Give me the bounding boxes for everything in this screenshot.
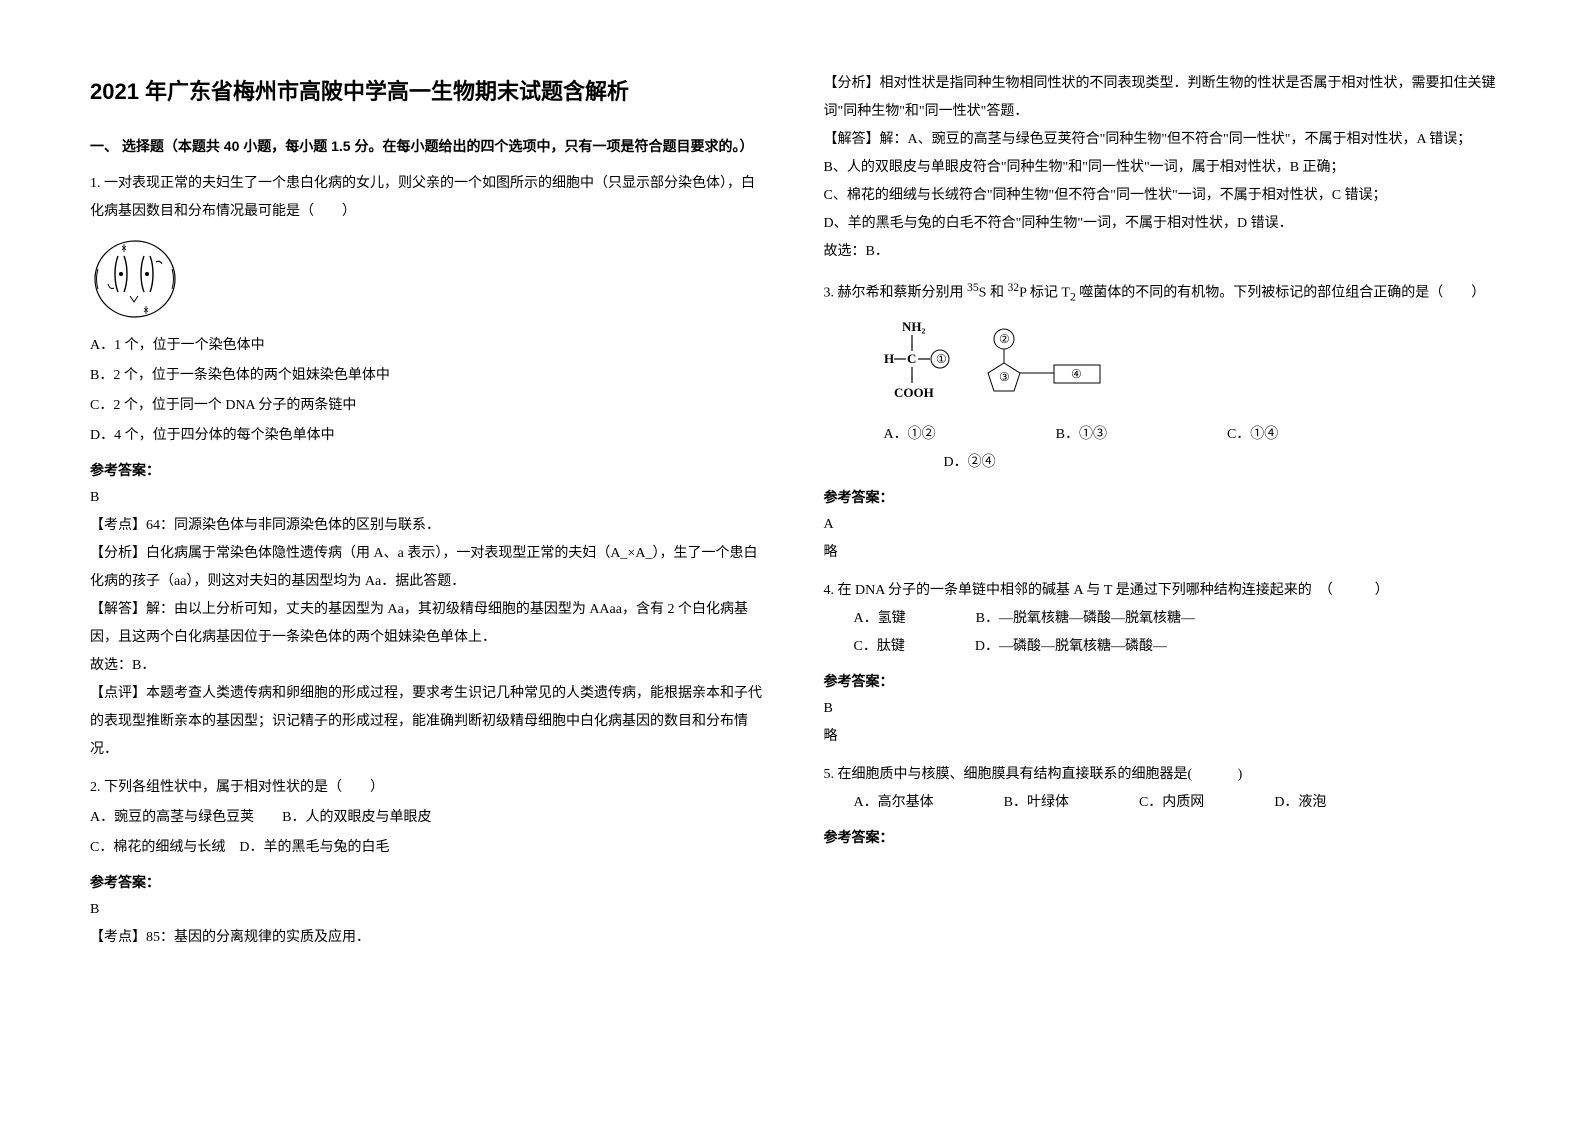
q1-figure <box>90 234 764 324</box>
q3-figure: NH₂ H C ① COOH ② ③ <box>824 315 1498 415</box>
q1-stem: 1. 一对表现正常的夫妇生了一个患白化病的女儿，则父亲的一个如图所示的细胞中（只… <box>90 170 764 226</box>
q3-opts-row2: D．②④ <box>944 449 1498 477</box>
q5-opt-b: B．叶绿体 <box>1004 789 1069 817</box>
q4-opt-d: D．—磷酸—脱氧核糖—磷酸— <box>975 633 1167 661</box>
q4-opt-c: C．肽键 <box>854 633 905 661</box>
q1-dianping: 【点评】本题考查人类遗传病和卵细胞的形成过程，要求考生识记几种常见的人类遗传病，… <box>90 680 764 764</box>
q2-fenxi: 【分析】相对性状是指同种生物相同性状的不同表现类型．判断生物的性状是否属于相对性… <box>824 70 1498 126</box>
q3-s: S 和 <box>979 286 1008 301</box>
label-1: ① <box>936 352 947 366</box>
q3-lue: 略 <box>824 539 1498 567</box>
q1-opt-d: D．4 个，位于四分体的每个染色单体中 <box>90 422 764 450</box>
q1-fenxi: 【分析】白化病属于常染色体隐性遗传病（用 A、a 表示），一对表现型正常的夫妇（… <box>90 540 764 596</box>
q2-guxuan: 故选：B． <box>824 238 1498 266</box>
q4-ans: B <box>824 695 1498 723</box>
q2-ans: B <box>90 896 764 924</box>
q2-opt-ab: A．豌豆的高茎与绿色豆荚 B．人的双眼皮与单眼皮 <box>90 804 764 832</box>
q2-kaodian: 【考点】85：基因的分离规律的实质及应用． <box>90 924 764 952</box>
q5-opts-row: A．高尔基体 B．叶绿体 C．内质网 D．液泡 <box>854 789 1498 817</box>
q3-ans-label: 参考答案： <box>824 483 1498 511</box>
q2-ans-label: 参考答案： <box>90 868 764 896</box>
q3-stem-1: 3. 赫尔希和蔡斯分别用 <box>824 286 968 301</box>
q2-stem: 2. 下列各组性状中，属于相对性状的是（ ） <box>90 774 764 802</box>
q3-ans: A <box>824 511 1498 539</box>
q1-opt-c: C．2 个，位于同一个 DNA 分子的两条链中 <box>90 392 764 420</box>
q3-p: P 标记 T <box>1019 286 1070 301</box>
q5-opt-c: C．内质网 <box>1139 789 1204 817</box>
q5-opt-a: A．高尔基体 <box>854 789 934 817</box>
q3-opts-row1: A．①② B．①③ C．①④ <box>884 421 1498 449</box>
label-nh2: NH₂ <box>902 319 926 334</box>
label-2: ② <box>999 332 1010 346</box>
question-3: 3. 赫尔希和蔡斯分别用 35S 和 32P 标记 T2 噬菌体的不同的有机物。… <box>824 276 1498 567</box>
q1-opt-b: B．2 个，位于一条染色体的两个姐妹染色单体中 <box>90 362 764 390</box>
q4-opt-b: B．—脱氧核糖—磷酸—脱氧核糖— <box>976 605 1195 633</box>
q4-ans-label: 参考答案： <box>824 667 1498 695</box>
q1-opt-a: A．1 个，位于一个染色体中 <box>90 332 764 360</box>
cell-diagram-icon <box>90 234 180 324</box>
q2-jieda-a: 【解答】解：A、豌豆的高茎与绿色豆荚符合"同种生物"但不符合"同一性状"，不属于… <box>824 126 1498 154</box>
q3-opt-a: A．①② <box>884 421 936 449</box>
right-column: 【分析】相对性状是指同种生物相同性状的不同表现类型．判断生物的性状是否属于相对性… <box>824 70 1498 1082</box>
section-heading: 一、 选择题（本题共 40 小题，每小题 1.5 分。在每小题给出的四个选项中，… <box>90 132 764 160</box>
q1-guxuan: 故选：B． <box>90 652 764 680</box>
q4-opts-row2: C．肽键 D．—磷酸—脱氧核糖—磷酸— <box>854 633 1498 661</box>
page: 2021 年广东省梅州市高陂中学高一生物期末试题含解析 一、 选择题（本题共 4… <box>0 0 1587 1122</box>
q3-stem-2: 噬菌体的不同的有机物。下列被标记的部位组合正确的是（ ） <box>1076 286 1486 301</box>
q4-opt-a: A．氢键 <box>854 605 906 633</box>
chem-structure-icon: NH₂ H C ① COOH ② ③ <box>864 315 1144 415</box>
label-4: ④ <box>1071 367 1082 381</box>
q4-opts-row1: A．氢键 B．—脱氧核糖—磷酸—脱氧核糖— <box>854 605 1498 633</box>
question-4: 4. 在 DNA 分子的一条单链中相邻的碱基 A 与 T 是通过下列哪种结构连接… <box>824 577 1498 751</box>
q5-opt-d: D．液泡 <box>1274 789 1326 817</box>
q3-stem: 3. 赫尔希和蔡斯分别用 35S 和 32P 标记 T2 噬菌体的不同的有机物。… <box>824 276 1498 309</box>
label-h: H <box>884 351 894 366</box>
sup-35: 35 <box>967 281 979 294</box>
q5-stem: 5. 在细胞质中与核膜、细胞膜具有结构直接联系的细胞器是( ) <box>824 761 1498 789</box>
q1-kaodian: 【考点】64：同源染色体与非同源染色体的区别与联系． <box>90 512 764 540</box>
q4-stem: 4. 在 DNA 分子的一条单链中相邻的碱基 A 与 T 是通过下列哪种结构连接… <box>824 577 1498 605</box>
q5-ans-label: 参考答案： <box>824 823 1498 851</box>
q2-jieda-d: D、羊的黑毛与兔的白毛不符合"同种生物"一词，不属于相对性状，D 错误． <box>824 210 1498 238</box>
q1-ans: B <box>90 484 764 512</box>
question-2: 2. 下列各组性状中，属于相对性状的是（ ） A．豌豆的高茎与绿色豆荚 B．人的… <box>90 774 764 952</box>
q2-jieda-c: C、棉花的细绒与长绒符合"同种生物"但不符合"同一性状"一词，不属于相对性状，C… <box>824 182 1498 210</box>
q2-opt-cd: C．棉花的细绒与长绒 D．羊的黑毛与兔的白毛 <box>90 834 764 862</box>
sup-32: 32 <box>1007 281 1019 294</box>
question-1: 1. 一对表现正常的夫妇生了一个患白化病的女儿，则父亲的一个如图所示的细胞中（只… <box>90 170 764 764</box>
doc-title: 2021 年广东省梅州市高陂中学高一生物期末试题含解析 <box>90 70 764 114</box>
q3-opt-b: B．①③ <box>1056 421 1107 449</box>
q1-jieda: 【解答】解：由以上分析可知，丈夫的基因型为 Aa，其初级精母细胞的基因型为 AA… <box>90 596 764 652</box>
label-cooh: COOH <box>894 385 934 400</box>
label-3: ③ <box>999 370 1010 384</box>
label-c: C <box>907 351 916 366</box>
q4-lue: 略 <box>824 723 1498 751</box>
q1-ans-label: 参考答案： <box>90 456 764 484</box>
q2-jieda-b: B、人的双眼皮与单眼皮符合"同种生物"和"同一性状"一词，属于相对性状，B 正确… <box>824 154 1498 182</box>
q3-opt-c: C．①④ <box>1227 421 1278 449</box>
q3-opt-d: D．②④ <box>944 455 996 470</box>
question-5: 5. 在细胞质中与核膜、细胞膜具有结构直接联系的细胞器是( ) A．高尔基体 B… <box>824 761 1498 851</box>
left-column: 2021 年广东省梅州市高陂中学高一生物期末试题含解析 一、 选择题（本题共 4… <box>90 70 764 1082</box>
